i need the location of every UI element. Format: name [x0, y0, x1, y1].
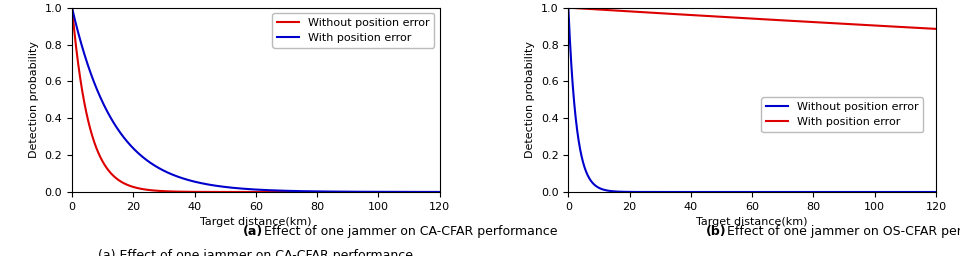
Text: Effect of one jammer on OS-CFAR performance: Effect of one jammer on OS-CFAR performa…: [723, 225, 960, 238]
Without position error: [235, 190, 247, 194]
With position error: [423, 190, 435, 194]
With position error: [85, 72, 97, 75]
Text: (b): (b): [706, 225, 726, 238]
Line: With position error: With position error: [72, 8, 440, 192]
With position error: [741, 17, 753, 20]
With position error: [356, 190, 368, 193]
Without position error: [582, 173, 593, 176]
Text: (a): (a): [243, 225, 263, 238]
With position error: [66, 6, 78, 9]
Without position error: [356, 190, 368, 194]
With position error: [930, 27, 942, 30]
Without position error: [85, 129, 97, 132]
Title: (a) Effect of one jammer on CA-CFAR performance: (a) Effect of one jammer on CA-CFAR perf…: [98, 249, 414, 256]
Line: Without position error: Without position error: [72, 8, 440, 192]
Without position error: [245, 190, 256, 194]
With position error: [920, 27, 931, 30]
Legend: Without position error, With position error: Without position error, With position er…: [761, 97, 924, 132]
X-axis label: Target distance(km): Target distance(km): [696, 217, 808, 227]
Without position error: [563, 6, 574, 9]
Without position error: [423, 190, 435, 194]
Y-axis label: Detection probability: Detection probability: [525, 41, 536, 158]
Without position error: [434, 190, 445, 194]
With position error: [852, 23, 864, 26]
With position error: [434, 190, 445, 194]
With position error: [423, 190, 435, 194]
Without position error: [423, 190, 435, 194]
Legend: Without position error, With position error: Without position error, With position er…: [273, 13, 434, 48]
With position error: [245, 188, 256, 191]
With position error: [563, 6, 574, 9]
Without position error: [920, 190, 931, 194]
Text: Effect of one jammer on CA-CFAR performance: Effect of one jammer on CA-CFAR performa…: [260, 225, 558, 238]
With position error: [920, 27, 931, 30]
With position error: [732, 16, 743, 19]
With position error: [235, 187, 247, 190]
Line: Without position error: Without position error: [568, 8, 936, 192]
With position error: [582, 7, 593, 10]
Without position error: [66, 6, 78, 9]
Without position error: [732, 190, 743, 194]
X-axis label: Target distance(km): Target distance(km): [200, 217, 312, 227]
Without position error: [852, 190, 864, 194]
Y-axis label: Detection probability: Detection probability: [29, 41, 39, 158]
Without position error: [920, 190, 931, 194]
Line: With position error: With position error: [568, 8, 936, 29]
Without position error: [930, 190, 942, 194]
Without position error: [741, 190, 753, 194]
